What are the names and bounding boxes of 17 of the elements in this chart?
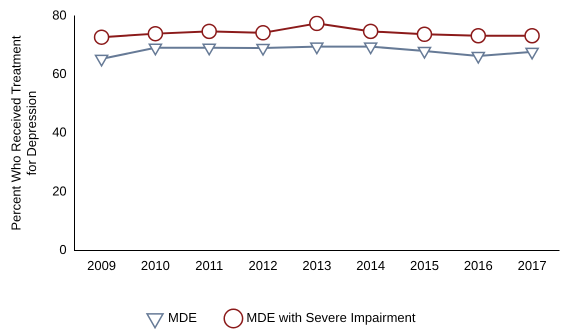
legend-label: MDE: [168, 310, 198, 326]
y-tick-label: 20: [52, 183, 67, 198]
x-tick-label: 2015: [410, 258, 439, 273]
x-tick-label: 2014: [356, 258, 386, 273]
x-tick-label: 2017: [518, 258, 547, 273]
y-axis-title: Percent Who Received Treatment for Depression: [8, 35, 39, 231]
x-tick-label: 2012: [248, 258, 278, 273]
x-tick-label: 2011: [195, 258, 224, 273]
y-tick-label: 60: [52, 66, 67, 82]
y-tick-label: 40: [52, 124, 67, 140]
x-tick-label: 2010: [140, 258, 170, 273]
y-tick-label: 80: [52, 7, 67, 22]
y-tick-label: 0: [59, 242, 67, 257]
x-tick-label: 2009: [87, 258, 116, 273]
legend-label: MDE with Severe Impairment: [246, 310, 416, 326]
x-tick-label: 2016: [464, 258, 493, 273]
x-tick-label: 2013: [302, 258, 332, 273]
